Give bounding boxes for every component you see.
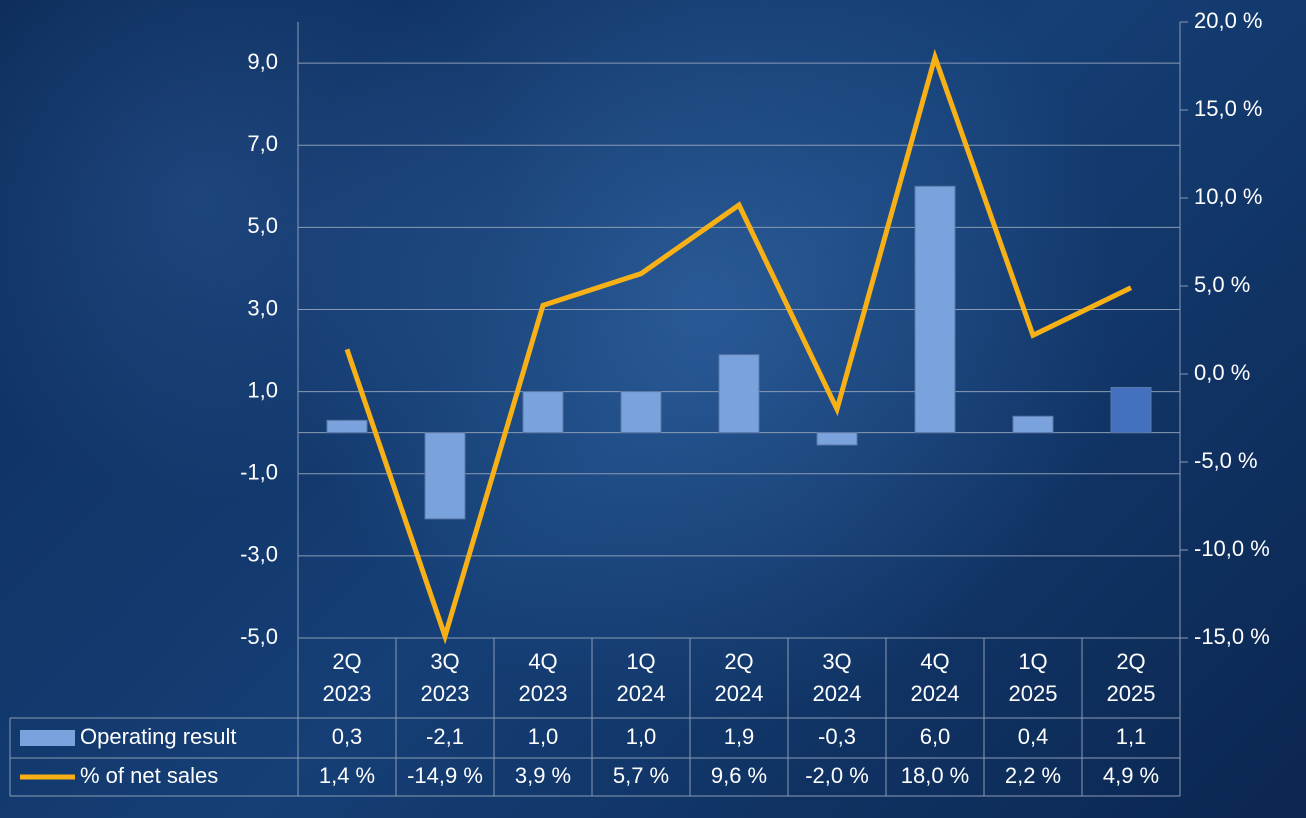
table-value: -2,0 % xyxy=(805,763,869,788)
y2-tick-label: -5,0 % xyxy=(1194,448,1258,473)
y-tick-label: -5,0 xyxy=(240,624,278,649)
table-value: 1,1 xyxy=(1116,724,1147,749)
y-tick-label: -3,0 xyxy=(240,542,278,567)
y-tick-label: 3,0 xyxy=(247,295,278,320)
table-value: 3,9 % xyxy=(515,763,571,788)
table-value: 1,4 % xyxy=(319,763,375,788)
legend-label: % of net sales xyxy=(80,763,218,788)
table-value: 1,0 xyxy=(626,724,657,749)
y-tick-label: 1,0 xyxy=(247,377,278,402)
y2-tick-label: 0,0 % xyxy=(1194,360,1250,385)
table-value: 1,9 xyxy=(724,724,755,749)
legend-label: Operating result xyxy=(80,724,237,749)
table-value: -14,9 % xyxy=(407,763,483,788)
table-value: -0,3 xyxy=(818,724,856,749)
y-tick-label: 9,0 xyxy=(247,49,278,74)
table-value: 4,9 % xyxy=(1103,763,1159,788)
x-tick-label: 2Q 2024 xyxy=(714,649,764,706)
bar xyxy=(914,185,956,434)
table-value: 9,6 % xyxy=(711,763,767,788)
table-value: 18,0 % xyxy=(901,763,970,788)
bar xyxy=(620,391,662,434)
x-tick-label: 4Q 2023 xyxy=(518,649,568,706)
bar xyxy=(718,354,760,434)
table-value: 0,4 xyxy=(1018,724,1049,749)
x-tick-label: 2Q 2023 xyxy=(322,649,372,706)
x-tick-label: 1Q 2024 xyxy=(616,649,666,706)
y2-tick-label: -15,0 % xyxy=(1194,624,1270,649)
bar xyxy=(424,432,466,520)
line xyxy=(344,48,1133,645)
table-value: 6,0 xyxy=(920,724,951,749)
table-value: -2,1 xyxy=(426,724,464,749)
table-value: 1,0 xyxy=(528,724,559,749)
legend-swatch xyxy=(20,730,75,746)
y2-tick-label: 5,0 % xyxy=(1194,272,1250,297)
table-value: 2,2 % xyxy=(1005,763,1061,788)
y2-tick-label: 10,0 % xyxy=(1194,184,1263,209)
bar xyxy=(522,391,564,434)
bar xyxy=(326,419,368,434)
y2-tick-label: 20,0 % xyxy=(1194,8,1263,33)
x-tick-label: 1Q 2025 xyxy=(1008,649,1058,706)
x-tick-label: 3Q 2024 xyxy=(812,649,862,706)
y-tick-label: -1,0 xyxy=(240,460,278,485)
bar xyxy=(816,432,858,446)
y-tick-label: 7,0 xyxy=(247,131,278,156)
x-tick-label: 4Q 2024 xyxy=(910,649,960,706)
bar xyxy=(1110,386,1152,434)
y2-tick-label: 15,0 % xyxy=(1194,96,1263,121)
y-tick-label: 5,0 xyxy=(247,213,278,238)
table-value: 0,3 xyxy=(332,724,363,749)
x-tick-label: 2Q 2025 xyxy=(1106,649,1156,706)
y2-tick-label: -10,0 % xyxy=(1194,536,1270,561)
x-tick-label: 3Q 2023 xyxy=(420,649,470,706)
bar xyxy=(1012,415,1054,434)
table-value: 5,7 % xyxy=(613,763,669,788)
